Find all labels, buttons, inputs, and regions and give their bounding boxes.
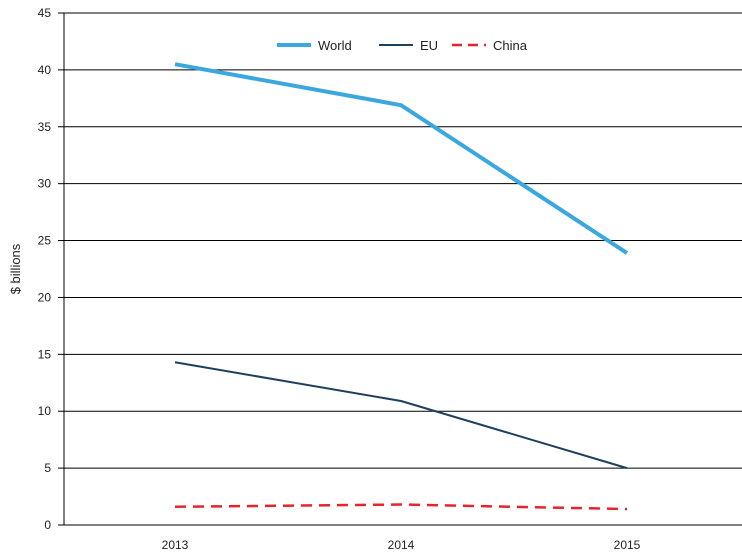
- y-tick-label: 0: [44, 518, 51, 532]
- x-tick-label: 2014: [388, 538, 415, 552]
- y-tick-label: 15: [38, 347, 52, 361]
- gridlines: [64, 12, 742, 469]
- series-lines: [174, 62, 629, 511]
- legend-label-china: China: [493, 38, 528, 53]
- y-tick-label: 10: [38, 404, 52, 418]
- y-tick-label: 20: [38, 290, 52, 304]
- legend-label-world: World: [318, 38, 352, 53]
- y-axis-title: $ billions: [8, 243, 23, 294]
- y-tick-label: 45: [38, 6, 52, 20]
- series-line-world: [174, 62, 629, 255]
- y-tick-label: 5: [44, 461, 51, 475]
- y-tick-label: 25: [38, 234, 52, 248]
- legend-label-eu: EU: [420, 38, 438, 53]
- axes: [63, 13, 742, 526]
- x-tick-label: 2015: [614, 538, 641, 552]
- series-line-eu: [174, 361, 628, 470]
- x-tick-labels: 2013 2014 2015: [162, 538, 641, 552]
- series-line-china: [174, 503, 628, 511]
- legend: World EU China: [277, 38, 528, 53]
- y-tick-label: 40: [38, 63, 52, 77]
- y-tick-label: 30: [38, 177, 52, 191]
- y-tick-label: 35: [38, 120, 52, 134]
- y-tick-labels: 0 5 10 15 20 25 30 35 40 45: [38, 6, 64, 532]
- x-tick-label: 2013: [162, 538, 189, 552]
